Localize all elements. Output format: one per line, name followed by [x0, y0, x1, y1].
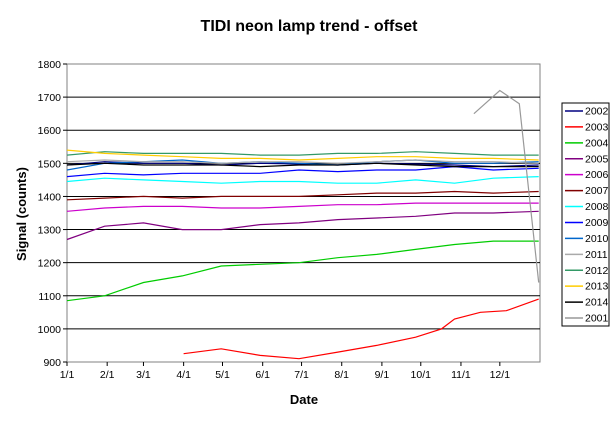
legend-label: 2014 — [585, 297, 609, 309]
x-axis-label: Date — [290, 392, 318, 407]
y-tick-label: 900 — [43, 357, 61, 369]
legend-item: 2004 — [565, 137, 609, 149]
series-line-2008 — [66, 176, 539, 184]
legend-item: 2009 — [565, 217, 609, 229]
series-line-2011 — [66, 159, 539, 164]
legend-label: 2010 — [585, 233, 609, 245]
legend-label: 2002 — [585, 105, 609, 117]
x-tick-label: 12/1 — [490, 369, 511, 381]
legend-item: 2014 — [565, 297, 609, 309]
series-line-2005 — [66, 210, 539, 241]
legend-label: 2007 — [585, 185, 609, 197]
y-tick-labels: 900 1000 1100 1200 1300 1400 1500 1600 1700 1800 — [38, 59, 67, 369]
series-line-2014 — [66, 162, 539, 168]
legend-label: 2008 — [585, 201, 609, 213]
legend-label: 2006 — [585, 169, 609, 181]
legend-box — [561, 102, 610, 327]
y-tick-label: 1400 — [38, 191, 62, 203]
x-tick-label: 4/1 — [176, 369, 191, 381]
legend-item: 2006 — [565, 169, 609, 181]
y-axis-label: Signal (counts) — [14, 167, 29, 261]
x-tick-label: 6/1 — [255, 369, 270, 381]
legend-label: 2004 — [585, 137, 609, 149]
series-line-2013 — [66, 149, 539, 161]
x-tick-label: 8/1 — [334, 369, 349, 381]
legend-label: 2005 — [585, 153, 609, 165]
y-tick-label: 1500 — [38, 158, 62, 170]
y-tick-label: 1200 — [38, 258, 62, 270]
series-line-2002 — [66, 161, 539, 168]
legend-item: 2002 — [565, 105, 609, 117]
legend-item: 2005 — [565, 153, 609, 165]
y-tick-label: 1000 — [38, 324, 62, 336]
series-line-2001 — [473, 89, 540, 283]
y-tick-label: 1800 — [38, 59, 62, 71]
y-tick-label: 1700 — [38, 92, 62, 104]
x-tick-label: 11/1 — [451, 369, 471, 381]
series-line-2004 — [66, 240, 539, 302]
legend-item: 2007 — [565, 185, 609, 197]
chart-title: TIDI neon lamp trend - offset — [201, 18, 419, 35]
legend-label: 2003 — [585, 121, 609, 133]
series-line-2003 — [183, 298, 539, 360]
legend-label: 2013 — [585, 281, 609, 293]
legend-item: 2013 — [565, 281, 609, 293]
series-lines — [66, 89, 540, 360]
legend-item: 2010 — [565, 233, 609, 245]
legend-item: 2008 — [565, 201, 609, 213]
legend-label: 2009 — [585, 217, 609, 229]
x-tick-label: 1/1 — [60, 369, 75, 381]
x-tick-labels: 1/1 2/1 3/1 4/1 5/1 6/1 7/1 8/1 9/1 10/1 11/1 12/1 — [60, 362, 511, 381]
legend-item: 2001 — [565, 313, 609, 325]
y-tick-label: 1300 — [38, 225, 62, 237]
x-tick-label: 9/1 — [375, 369, 390, 381]
series-line-2006 — [66, 202, 539, 212]
series-line-2012 — [66, 151, 539, 156]
y-tick-label: 1600 — [38, 125, 62, 137]
legend-item: 2011 — [565, 249, 608, 261]
legend-item: 2003 — [565, 121, 609, 133]
legend-label: 2011 — [585, 249, 608, 261]
legend-label: 2012 — [585, 265, 609, 277]
legend: 2002 2003 2004 2005 2006 2007 2008 2009 2010 2011… — [561, 102, 610, 327]
x-tick-label: 10/1 — [411, 369, 432, 381]
legend-item: 2012 — [565, 265, 609, 277]
y-tick-label: 1100 — [38, 291, 61, 303]
x-tick-label: 7/1 — [294, 369, 309, 381]
x-tick-label: 5/1 — [215, 369, 230, 381]
legend-label: 2001 — [585, 313, 609, 325]
series-line-2007 — [66, 190, 539, 201]
x-tick-label: 3/1 — [136, 369, 151, 381]
x-tick-label: 2/1 — [100, 369, 115, 381]
